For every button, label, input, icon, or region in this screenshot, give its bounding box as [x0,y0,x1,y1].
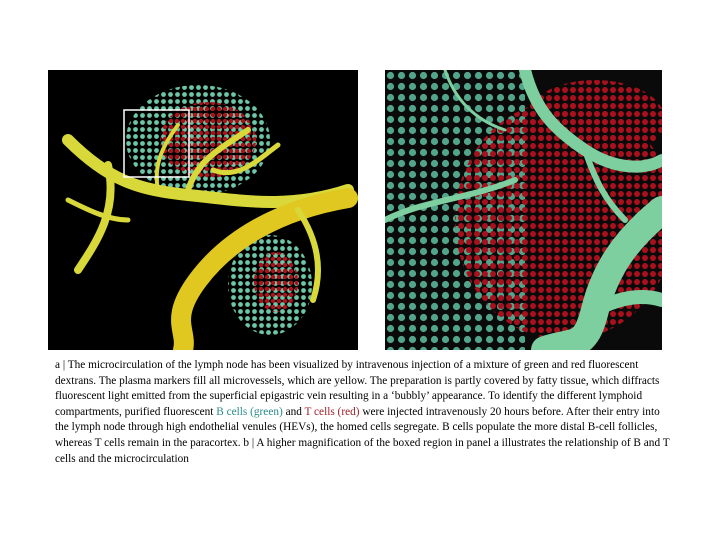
figure-caption: a | The microcirculation of the lymph no… [55,358,670,467]
caption-segment: were injected intravenously 20 hours bef… [55,405,670,465]
caption-segment: and [282,405,305,418]
panel-b-image [385,70,662,350]
caption-segment: a | The microcirculation of the lymph no… [55,359,660,418]
panel-a-image [48,70,358,350]
caption-segment: B cells (green) [216,405,283,418]
caption-segment: T cells (red) [304,405,360,418]
